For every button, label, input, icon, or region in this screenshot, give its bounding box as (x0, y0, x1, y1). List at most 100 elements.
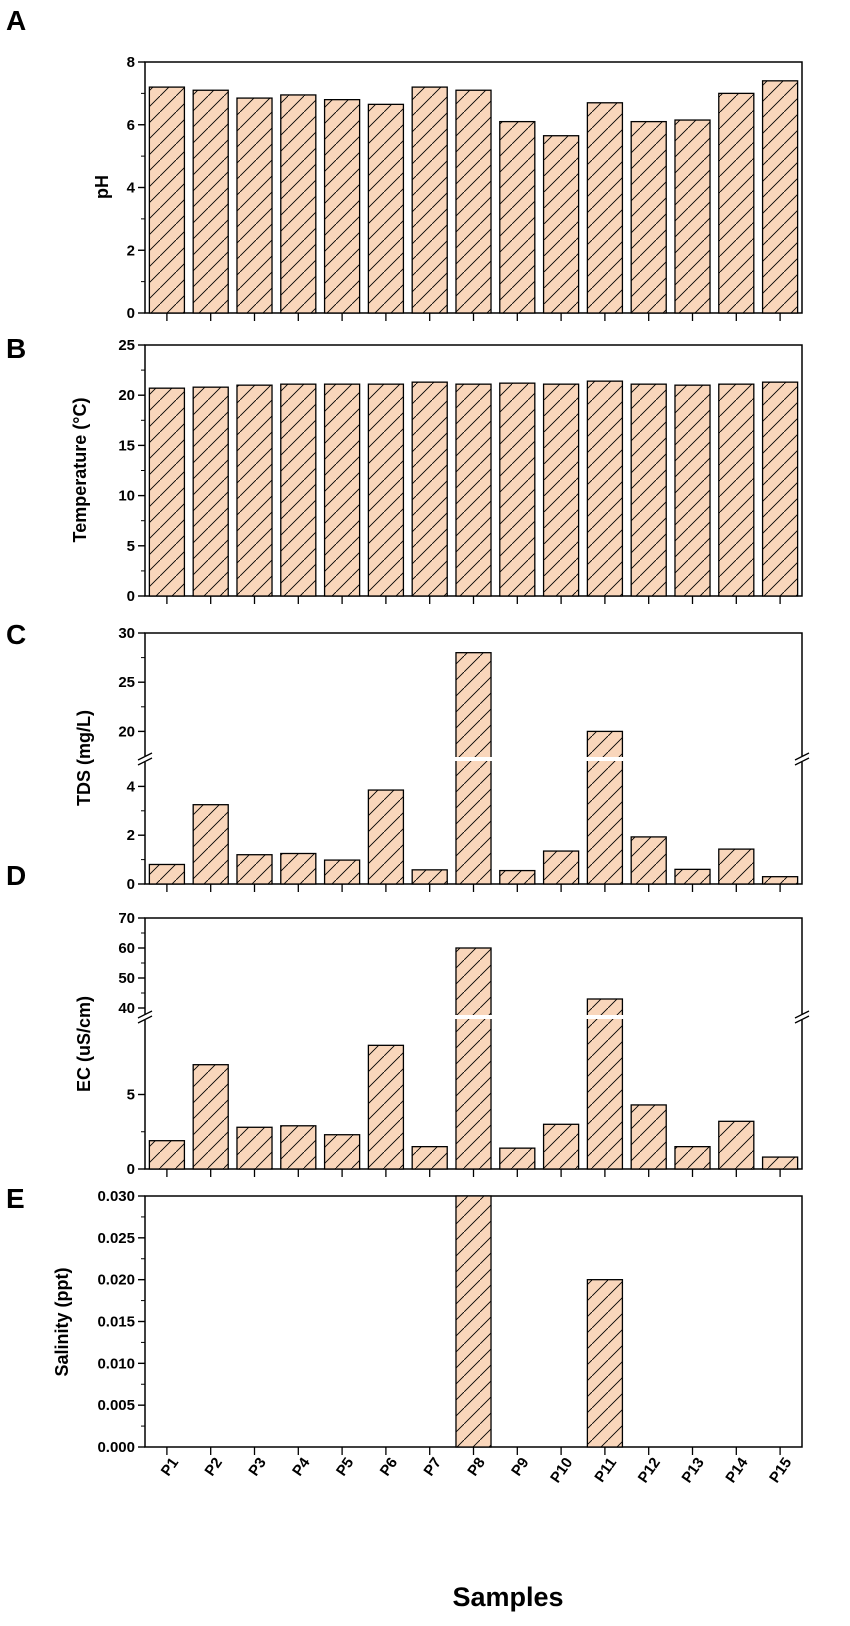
panel-d-bar-hatch-p6 (367, 1044, 405, 1170)
panel-b-bar-hatch-p9 (499, 382, 536, 597)
x-category-labels: P1 P2 P3 P4 P5 P6 P7 P8 P9 P10 P11 P12 P13 P14 P15 (158, 1454, 796, 1486)
panel-e-bar-hatch-p8 (455, 1195, 492, 1448)
x-category-label-p10: P10 (547, 1455, 576, 1487)
panel-c-bar-hatch-p8 (455, 652, 492, 885)
panel-a-bar-hatch-p8 (455, 89, 492, 314)
panel-c: C TDS (mg/L) 0 2 4 20 25 30 (6, 619, 810, 893)
panel-d-tick-label: 5 (127, 1087, 135, 1104)
panel-e-tick-label: 0.000 (97, 1439, 135, 1456)
x-category-label-p1: P1 (158, 1455, 182, 1480)
panel-c-axis-break-gap (139, 756, 151, 762)
panel-d-ylabel: EC (uS/cm) (74, 996, 94, 1092)
panel-b-bar-hatch-p8 (455, 383, 492, 597)
panel-a-bar-hatch-p1 (148, 86, 186, 314)
panel-b: B Temperature (°C) 0 5 10 15 20 25 (6, 333, 803, 605)
panel-c-bar-hatch-p1 (148, 863, 186, 885)
panel-d-axis-break-mark (137, 1015, 153, 1024)
panel-c-bars (137, 652, 810, 885)
panel-c-bar-hatch-p13 (674, 868, 711, 885)
panel-a-bar-hatch-p10 (542, 135, 580, 314)
panel-b-tick-label: 25 (118, 337, 135, 354)
x-axis-title: Samples (452, 1582, 563, 1612)
panel-a-tick-label: 6 (127, 117, 135, 134)
panel-c-bar-hatch-p15 (761, 876, 799, 885)
panel-a-tick-label: 4 (127, 180, 136, 197)
panel-d-axes: 0 5 40 50 60 70 (118, 910, 803, 1178)
panel-b-bar-hatch-p13 (674, 384, 711, 597)
panel-c-bar-hatch-p3 (236, 854, 273, 885)
x-category-label-p7: P7 (421, 1455, 445, 1480)
panel-d-tick-label: 70 (118, 910, 135, 927)
panel-b-bar-hatch-p6 (367, 383, 405, 597)
x-category-label-p2: P2 (202, 1455, 226, 1480)
panel-d-axis-break-mark (137, 1010, 153, 1019)
panel-c-tick-label: 25 (118, 674, 135, 691)
panel-a-tick-label: 8 (127, 54, 135, 71)
panel-e-bars (455, 1195, 624, 1448)
panel-c-axis-break-mark (137, 757, 153, 766)
panel-b-bars (148, 380, 799, 597)
panel-d-label: D (6, 860, 26, 891)
panel-c-bar-hatch-p10 (542, 850, 580, 885)
panel-c-axis-break-gap (796, 756, 808, 762)
panel-b-bar-hatch-p14 (718, 383, 755, 597)
panel-d-bar-hatch-p5 (323, 1134, 361, 1170)
panel-d-axis-break-gap (796, 1014, 808, 1020)
panel-d-axis-break-mark (794, 1010, 810, 1019)
panel-e-tick-label: 0.010 (97, 1355, 135, 1372)
panel-c-axis-break-mark (137, 752, 153, 761)
panel-b-bar-hatch-p11 (586, 380, 624, 597)
panel-c-bar-hatch-p2 (192, 804, 229, 885)
x-category-label-p14: P14 (722, 1454, 752, 1486)
panel-e-tick-label: 0.020 (97, 1272, 135, 1289)
panel-c-bar-hatch-p14 (718, 848, 755, 885)
panel-e-axes: 0.000 0.005 0.010 0.015 0.020 0.025 0.030 (97, 1188, 803, 1456)
panel-d-bar-hatch-p10 (542, 1123, 580, 1170)
panel-e-tick-label: 0.015 (97, 1314, 135, 1331)
panel-b-bar-hatch-p12 (630, 383, 667, 597)
panel-a-bar-hatch-p15 (761, 80, 799, 314)
panel-d-bar-hatch-p13 (674, 1146, 711, 1170)
panel-c-axis-break-mark (794, 752, 810, 761)
panel-c-tick-label: 2 (127, 827, 135, 844)
panel-a-bars (148, 80, 799, 314)
panel-d-bar-hatch-p15 (761, 1156, 799, 1170)
panel-c-bar-hatch-p11 (586, 730, 624, 885)
panel-c-bar-hatch-p9 (499, 869, 536, 885)
panel-b-label: B (6, 333, 26, 364)
panel-b-bar-hatch-p1 (148, 387, 186, 597)
panel-c-break-gap (454, 757, 493, 761)
panel-a-bar-hatch-p13 (674, 119, 711, 314)
panel-c-break-gap (586, 757, 624, 761)
panel-c-label: C (6, 619, 26, 650)
panel-d-bar-hatch-p12 (630, 1104, 667, 1170)
panel-b-bar-hatch-p4 (280, 383, 317, 597)
panel-a-ylabel: pH (92, 175, 112, 199)
panel-d-bar-hatch-p4 (280, 1125, 317, 1170)
x-category-label-p5: P5 (333, 1455, 357, 1480)
panel-a-tick-label: 0 (127, 305, 135, 322)
panel-a-bar-hatch-p3 (236, 97, 273, 314)
panel-e-ylabel: Salinity (ppt) (52, 1268, 72, 1377)
panel-d-tick-label: 0 (127, 1161, 135, 1178)
panel-d: D EC (uS/cm) 0 5 40 50 60 70 (6, 860, 810, 1178)
panel-c-bar-hatch-p4 (280, 852, 317, 885)
panel-c-bar-hatch-p5 (323, 859, 361, 885)
panel-d-axis-break-gap (139, 1014, 151, 1020)
panel-b-bar-hatch-p7 (411, 381, 448, 597)
panel-b-tick-label: 10 (118, 488, 135, 505)
panel-d-axis-break-mark (794, 1015, 810, 1024)
panel-a-tick-label: 2 (127, 242, 135, 259)
panel-c-bar-hatch-p12 (630, 836, 667, 885)
panel-d-bar-hatch-p9 (499, 1147, 536, 1170)
panel-a-bar-hatch-p2 (192, 89, 229, 314)
panel-d-bar-hatch-p11 (586, 998, 624, 1170)
panel-b-ylabel: Temperature (°C) (70, 398, 90, 543)
panel-a: A pH 0 2 4 6 8 (6, 5, 803, 322)
panel-c-axis-break-mark (794, 757, 810, 766)
panel-a-bar-hatch-p12 (630, 120, 667, 314)
panel-d-bar-hatch-p7 (411, 1146, 448, 1170)
x-category-label-p6: P6 (377, 1455, 401, 1480)
panel-c-bar-hatch-p6 (367, 789, 405, 885)
